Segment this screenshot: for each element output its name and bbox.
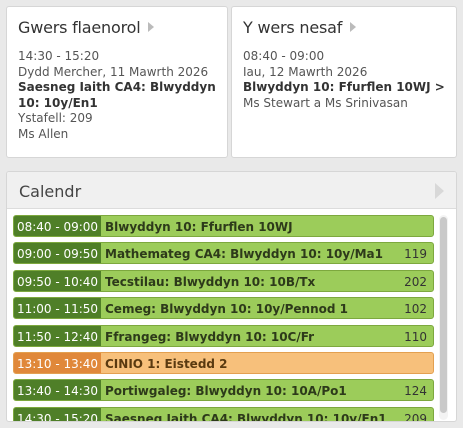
calendar-event[interactable]: 13:40 - 14:30 Portiwgaleg: Blwyddyn 10: 1…: [13, 379, 434, 402]
next-lesson-title-text: Y wers nesaf: [243, 18, 343, 37]
calendar-event[interactable]: 11:00 - 11:50 Cemeg: Blwyddyn 10: 10y/Pen…: [13, 297, 434, 320]
calendar-event-list: 08:40 - 09:00 Blwyddyn 10: Ffurflen 10WJ 0…: [13, 215, 434, 422]
previous-lesson-details: 14:30 - 15:20 Dydd Mercher, 11 Mawrth 20…: [18, 49, 219, 142]
event-room: 110: [404, 329, 427, 344]
event-subject: Cemeg: Blwyddyn 10: 10y/Pennod 1: [105, 302, 349, 317]
next-lesson-date: Iau, 12 Mawrth 2026: [243, 64, 368, 79]
event-time: 09:50 - 10:40: [14, 270, 101, 291]
event-room: 102: [404, 302, 427, 317]
next-lesson-title[interactable]: Y wers nesaf: [243, 18, 357, 37]
previous-lesson-teacher: Ms Allen: [18, 126, 69, 141]
event-subject: Tecstilau: Blwyddyn 10: 10B/Tx: [105, 274, 316, 289]
event-subject: Blwyddyn 10: Ffurflen 10WJ: [105, 220, 293, 234]
calendar-scrollbar[interactable]: [439, 215, 448, 420]
next-lesson-time: 08:40 - 09:00: [243, 49, 325, 63]
calendar-scroll-thumb[interactable]: [440, 217, 447, 413]
calendar-event[interactable]: 09:00 - 09:50 Mathemateg CA4: Blwyddyn 10…: [13, 242, 434, 265]
calendar-title: Calendr: [19, 182, 82, 201]
previous-lesson-card[interactable]: Gwers flaenorol 14:30 - 15:20 Dydd Merch…: [6, 6, 228, 158]
event-subject: CINIO 1: Eistedd 2: [105, 356, 228, 371]
previous-lesson-room: Ystafell: 209: [18, 111, 93, 125]
previous-lesson-title-text: Gwers flaenorol: [18, 18, 141, 37]
event-subject: Portiwgaleg: Blwyddyn 10: 10A/Po1: [105, 384, 347, 399]
event-subject: Ffrangeg: Blwyddyn 10: 10C/Fr: [105, 329, 315, 344]
calendar-event[interactable]: 09:50 - 10:40 Tecstilau: Blwyddyn 10: 10B…: [13, 269, 434, 292]
chevron-right-icon: [148, 22, 155, 32]
next-lesson-card[interactable]: Y wers nesaf 08:40 - 09:00 Iau, 12 Mawrt…: [231, 6, 457, 158]
event-time: 13:10 - 13:40: [14, 352, 101, 373]
event-time: 13:40 - 14:30: [14, 380, 101, 401]
calendar-header: Calendr: [7, 172, 456, 209]
event-room: 209: [404, 411, 427, 422]
event-subject: Saesneg Iaith CA4: Blwyddyn 10: 10y/En1: [105, 411, 387, 422]
previous-lesson-time: 14:30 - 15:20: [18, 49, 100, 63]
calendar-event[interactable]: 13:10 - 13:40 CINIO 1: Eistedd 2: [13, 351, 434, 374]
calendar-event[interactable]: 14:30 - 15:20 Saesneg Iaith CA4: Blwyddyn…: [13, 406, 434, 422]
event-time: 11:00 - 11:50: [14, 298, 101, 319]
event-time: 11:50 - 12:40: [14, 325, 101, 346]
next-lesson-subject: Blwyddyn 10: Ffurflen 10WJ >: [243, 80, 445, 94]
previous-lesson-subject: Saesneg Iaith CA4: Blwyddyn 10: 10y/En1: [18, 80, 216, 110]
previous-lesson-title[interactable]: Gwers flaenorol: [18, 18, 155, 37]
event-time: 09:00 - 09:50: [14, 243, 101, 264]
calendar-event[interactable]: 08:40 - 09:00 Blwyddyn 10: Ffurflen 10WJ: [13, 215, 434, 237]
event-subject: Mathemateg CA4: Blwyddyn 10: 10y/Ma1: [105, 247, 383, 262]
chevron-right-icon: [350, 22, 357, 32]
event-time: 08:40 - 09:00: [14, 216, 101, 236]
calendar-panel: Calendr 08:40 - 09:00 Blwyddyn 10: Ffurfl…: [6, 171, 457, 422]
next-lesson-teacher: Ms Stewart a Ms Srinivasan: [243, 95, 408, 110]
calendar-event[interactable]: 11:50 - 12:40 Ffrangeg: Blwyddyn 10: 10C/…: [13, 324, 434, 347]
event-time: 14:30 - 15:20: [14, 407, 101, 421]
event-room: 119: [404, 247, 427, 262]
event-room: 202: [404, 274, 427, 289]
next-lesson-details: 08:40 - 09:00 Iau, 12 Mawrth 2026 Blwydd…: [243, 49, 448, 111]
event-room: 124: [404, 384, 427, 399]
previous-lesson-date: Dydd Mercher, 11 Mawrth 2026: [18, 64, 209, 79]
calendar-expand-icon[interactable]: [435, 183, 444, 199]
